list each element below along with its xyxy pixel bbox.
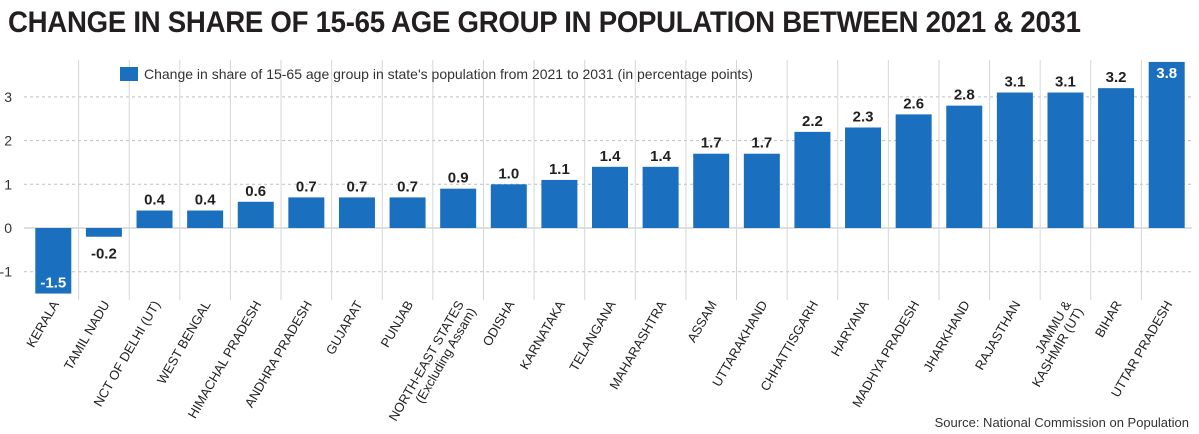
x-tick-label-line: ASSAM: [684, 298, 720, 345]
label-layer: -1.5 -0.2 0.4 0.4 0.6 0.7 0.7 0.7 0.9 1.0 1.1 1.4 1.…: [40, 65, 1177, 292]
bar-value-label: 3.2: [1106, 69, 1127, 86]
bar-layer: [35, 61, 1185, 294]
x-tick-label: JHARKHAND: [920, 298, 973, 374]
x-tick-label: UTTARAKHAND: [709, 298, 770, 389]
bar-value-label: 3.1: [1055, 74, 1076, 91]
chart-title: CHANGE IN SHARE OF 15-65 AGE GROUP IN PO…: [8, 6, 1081, 39]
x-tick-label-line: KARNATAKA: [517, 298, 569, 372]
x-tick-label: CHHATTISGARH: [757, 298, 821, 393]
bar: [1047, 92, 1084, 228]
bar: [237, 201, 274, 228]
x-tick-label-line: KERALA: [23, 298, 62, 350]
x-tick-label-line: TAMIL NADU: [61, 298, 113, 372]
x-tick-label: KERALA: [23, 298, 62, 350]
bar: [946, 105, 983, 228]
bar: [389, 197, 426, 228]
bar-value-label: 2.8: [954, 87, 975, 104]
x-tick-label: PUNJAB: [378, 298, 417, 350]
bar-value-label: 3.8: [1156, 65, 1177, 82]
bar-value-label: -0.2: [91, 246, 117, 263]
x-tick-label-line: WEST BENGAL: [154, 298, 214, 387]
source-note: Source: National Commission on Populatio…: [934, 415, 1189, 430]
bar: [845, 127, 882, 228]
bar-value-label: 2.6: [903, 95, 924, 112]
bar-value-label: 2.3: [853, 108, 874, 125]
bar: [1098, 88, 1135, 228]
y-tick-label: 0: [4, 220, 12, 236]
y-tick-label: 1: [4, 176, 12, 192]
bar-value-label: 0.4: [144, 192, 166, 209]
x-tick-label: RAJASTHAN: [972, 298, 1024, 372]
y-tick-label: -1: [0, 264, 12, 280]
x-tick-label: JAMMU &KASHMIR (UT): [1017, 298, 1087, 390]
bar: [136, 210, 173, 228]
bar-value-label: 0.7: [296, 178, 317, 195]
bar: [490, 184, 527, 228]
bar: [743, 153, 780, 228]
y-tick-label: 2: [4, 133, 12, 149]
x-tick-label: ASSAM: [684, 298, 720, 345]
x-tick-label: ODISHA: [479, 298, 517, 349]
x-tick-label-line: TELANGANA: [566, 298, 619, 374]
bar-value-label: 3.1: [1004, 74, 1025, 91]
bar-value-label: 1.7: [751, 135, 772, 152]
x-tick-label: MAHARASHTRA: [606, 298, 669, 392]
bar-value-label: 0.6: [245, 183, 266, 200]
x-tick-label-line: HARYANA: [828, 298, 872, 359]
bar-value-label: 0.4: [195, 192, 217, 209]
legend-label: Change in share of 15-65 age group in st…: [144, 66, 753, 82]
x-tick-label: BIHAR: [1092, 298, 1125, 340]
legend-swatch: [120, 67, 138, 81]
legend: Change in share of 15-65 age group in st…: [120, 66, 753, 82]
x-tick-label-line: PUNJAB: [378, 298, 417, 350]
x-tick-label-line: GUJARAT: [323, 298, 366, 357]
bar-value-label: -1.5: [40, 275, 66, 292]
x-tick-label: TAMIL NADU: [61, 298, 113, 372]
x-tick-label-line: ODISHA: [479, 298, 517, 349]
bar: [288, 197, 325, 228]
x-tick-label: HARYANA: [828, 298, 872, 359]
bar: [85, 228, 122, 237]
bar: [35, 228, 72, 294]
bar: [440, 188, 477, 228]
bar: [541, 179, 578, 228]
bar: [642, 166, 679, 228]
x-tick-label-line: RAJASTHAN: [972, 298, 1024, 372]
bar: [693, 153, 730, 228]
x-tick-label-line: UTTARAKHAND: [709, 298, 770, 389]
x-tick-label: GUJARAT: [323, 298, 366, 357]
bar-value-label: 0.7: [397, 178, 418, 195]
x-tick-label: KARNATAKA: [517, 298, 569, 372]
bar-value-label: 1.1: [549, 161, 570, 178]
bar: [895, 114, 932, 228]
bar: [187, 210, 224, 228]
x-tick-label: WEST BENGAL: [154, 298, 214, 387]
y-tick-label: 3: [4, 89, 12, 105]
bar: [794, 131, 831, 228]
x-tick-label-line: BIHAR: [1092, 298, 1125, 340]
x-tick-label-line: CHHATTISGARH: [757, 298, 821, 393]
x-tick-label-line: JHARKHAND: [920, 298, 973, 374]
bar: [592, 166, 628, 228]
bar-value-label: 2.2: [802, 113, 823, 130]
bar: [996, 92, 1033, 228]
bar-value-label: 1.4: [600, 148, 622, 165]
bar-value-label: 1.0: [498, 165, 519, 182]
bar: [1148, 61, 1185, 228]
bar-value-label: 1.4: [650, 148, 672, 165]
bar-value-label: 1.7: [701, 135, 722, 152]
bar: [338, 197, 375, 228]
bar-value-label: 0.7: [347, 178, 368, 195]
x-tick-label: TELANGANA: [566, 298, 619, 374]
bar-value-label: 0.9: [448, 170, 469, 187]
x-tick-label-line: MAHARASHTRA: [606, 298, 669, 392]
